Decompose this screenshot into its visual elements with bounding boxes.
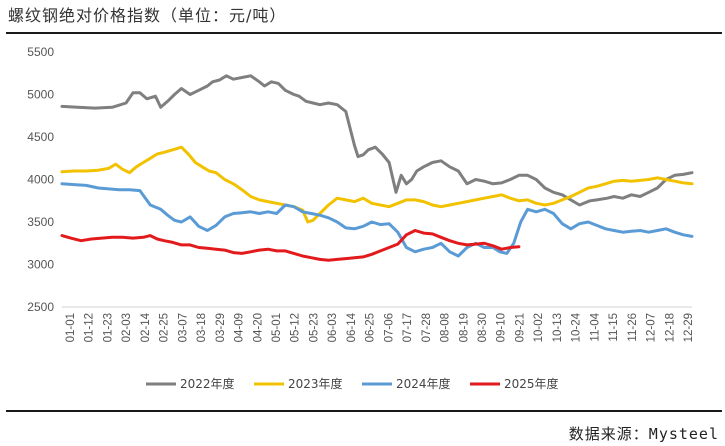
x-tick-label: 05-23	[308, 313, 320, 342]
x-tick-label: 02-03	[121, 313, 133, 342]
x-tick-label: 04-20	[252, 313, 264, 342]
x-tick-label: 08-08	[440, 313, 452, 342]
x-tick-label: 06-25	[365, 313, 377, 342]
x-tick-label: 01-12	[84, 313, 96, 342]
x-tick-label: 11-26	[627, 313, 639, 342]
x-tick-label: 05-01	[271, 313, 283, 342]
legend-label: 2025年度	[504, 376, 559, 391]
y-tick-label: 4500	[27, 130, 54, 144]
x-tick-label: 09-10	[496, 313, 508, 342]
x-tick-label: 02-14	[140, 312, 152, 342]
x-tick-label: 11-04	[589, 312, 601, 341]
y-tick-label: 3500	[27, 215, 54, 229]
x-tick-label: 12-07	[646, 313, 658, 342]
x-tick-label: 03-29	[215, 313, 227, 342]
y-tick-label: 3000	[27, 258, 54, 272]
x-tick-label: 07-06	[383, 313, 395, 342]
x-axis: 01-01 01-12 01-23 02-03 02-14 02-25 03-07 03-18…	[65, 312, 695, 342]
series-line-1	[60, 74, 694, 207]
y-axis: 2500 3000 3500 4000 4500 5000 5500	[27, 45, 54, 314]
x-tick-label: 12-18	[664, 313, 676, 342]
x-tick-label: 01-23	[102, 313, 114, 342]
y-tick-label: 5500	[27, 45, 54, 59]
x-tick-label: 07-17	[402, 313, 414, 342]
y-tick-label: 5000	[27, 88, 54, 102]
x-tick-label: 03-07	[177, 313, 189, 342]
x-tick-label: 01-01	[65, 313, 77, 342]
legend: 2022年度 2023年度 2024年度 2025年度	[146, 376, 559, 391]
source-note: 数据来源：Mysteel	[568, 425, 719, 443]
x-tick-label: 05-12	[290, 313, 302, 342]
x-tick-label: 10-02	[533, 313, 545, 342]
x-tick-label: 12-29	[683, 313, 695, 342]
bottom-divider	[6, 410, 722, 412]
x-tick-label: 02-25	[159, 313, 171, 342]
series-line-3	[60, 182, 694, 258]
x-tick-label: 07-28	[421, 313, 433, 342]
top-divider	[6, 32, 722, 34]
series-layer	[60, 74, 694, 262]
legend-label: 2022年度	[180, 376, 235, 391]
x-tick-label: 10-24	[571, 312, 583, 342]
x-tick-label: 09-21	[514, 313, 526, 342]
y-tick-label: 2500	[27, 300, 54, 314]
series-line-2	[60, 145, 694, 224]
x-tick-label: 03-18	[196, 313, 208, 342]
x-tick-label: 06-03	[327, 313, 339, 342]
y-tick-label: 4000	[27, 173, 54, 187]
x-tick-label: 08-30	[477, 313, 489, 342]
x-tick-label: 04-09	[234, 313, 246, 342]
x-tick-label: 10-13	[552, 313, 564, 342]
chart-title: 螺纹钢绝对价格指数（单位：元/吨）	[8, 6, 287, 25]
x-tick-label: 06-14	[346, 312, 358, 342]
legend-label: 2023年度	[288, 376, 343, 391]
x-tick-label: 11-15	[608, 313, 620, 342]
series-line-4	[60, 229, 521, 262]
legend-label: 2024年度	[396, 376, 451, 391]
x-tick-label: 08-19	[458, 313, 470, 342]
